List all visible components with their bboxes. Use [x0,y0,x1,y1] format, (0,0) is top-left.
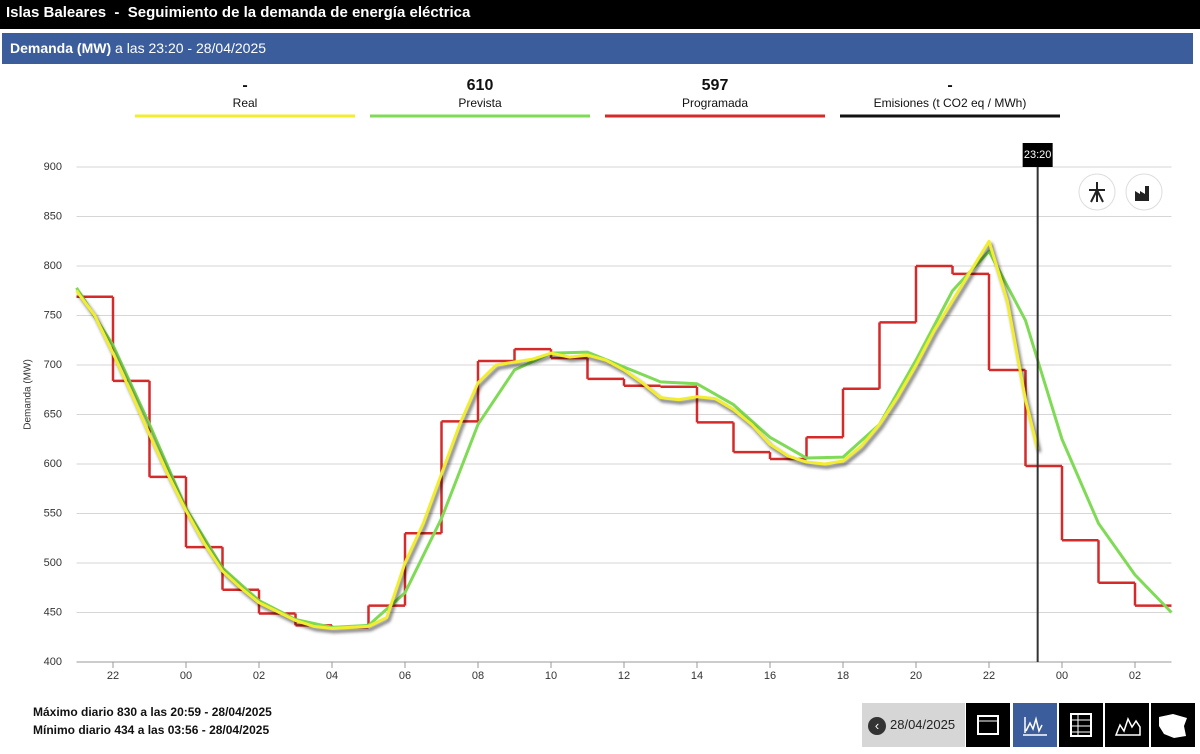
table-button[interactable] [1059,703,1103,747]
legend-value: 597 [702,77,729,94]
date: 28/04/2025 [890,717,956,732]
y-tick-label: 450 [44,606,62,618]
y-tick-label: 600 [44,458,62,470]
x-tick-label: 02 [1129,670,1141,682]
y-tick-label: 700 [44,359,62,371]
chart: 400 450 500 550 600 650 700 750 800 850 900 22 00 02 0… [23,77,1173,682]
y-tick-label: 400 [44,656,62,668]
marker-label: 23:20 [1024,149,1052,161]
x-tick-label: 00 [1056,670,1068,682]
y-tick-label: 550 [44,507,62,519]
legend-label: Programada [682,96,748,110]
x-tick-label: 16 [764,670,776,682]
legend-label: Prevista [458,96,502,110]
metric: Demanda (MW) [10,40,112,56]
x-tick-label: 04 [326,670,338,682]
y-tick-label: 750 [44,309,62,321]
calendar-button[interactable] [966,703,1010,747]
x-tick-label: 22 [107,670,119,682]
chart-button[interactable] [1013,703,1057,747]
x-tick-label: 18 [837,670,849,682]
y-tick-label: 900 [44,161,62,173]
y-tick-label: 500 [44,557,62,569]
x-tick-label: 10 [545,670,557,682]
x-tick-label: 22 [983,670,995,682]
y-tick-label: 650 [44,408,62,420]
subheader: Demanda (MW) a las 23:20 - 28/04/2025 [2,33,1193,64]
tool-icons [1078,173,1163,211]
x-tick-label: 00 [180,670,192,682]
y-tick-label: 800 [44,260,62,272]
x-tick-label: 08 [472,670,484,682]
x-tick-label: 20 [910,670,922,682]
legend-label: Emisiones (t CO2 eq / MWh) [874,96,1027,110]
marker-box [1022,143,1053,167]
y-axis-label: Demanda (MW) [23,359,34,430]
min-info: Mínimo diario 434 a las 03:56 - 28/04/20… [33,723,270,737]
legend-value: - [947,77,952,94]
factory-button[interactable] [1125,173,1163,211]
x-tick-label: 02 [253,670,265,682]
x-tick-label: 14 [691,670,703,682]
series-line [75,239,1040,630]
x-tick-label: 12 [618,670,630,682]
legend-value: - [242,77,247,94]
area-button[interactable] [1105,703,1149,747]
view-buttons [966,703,1195,747]
y-tick-label: 850 [44,210,62,222]
date-button[interactable]: ‹ 28/04/2025 [862,703,965,747]
time: a las 23:20 - 28/04/2025 [115,40,267,56]
title-bar: Islas Baleares - Seguimiento de la deman… [0,0,1200,29]
legend-value: 610 [467,77,494,94]
series-line [75,249,1173,629]
x-tick-label: 06 [399,670,411,682]
legend-label: Real [233,96,258,110]
max-info: Máximo diario 830 a las 20:59 - 28/04/20… [33,705,272,719]
